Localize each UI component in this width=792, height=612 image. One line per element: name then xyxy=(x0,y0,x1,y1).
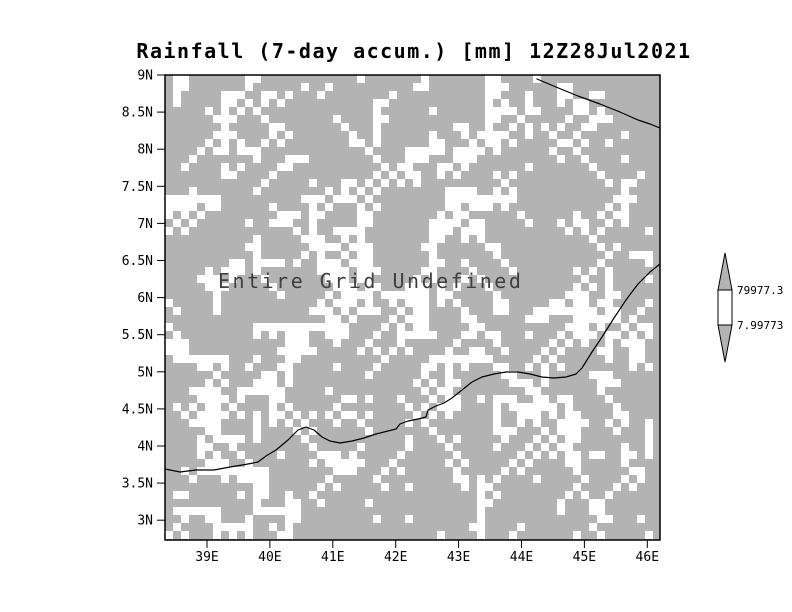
y-axis: 9N 8.5N 8N 7.5N 7N 6.5N 6N 5.5N 5N 4.5N 4N 3.5N 3N xyxy=(122,69,165,529)
y-tick-label: 9N xyxy=(137,69,153,84)
x-tick-label: 41E xyxy=(321,550,344,565)
plot-border xyxy=(164,74,661,541)
colorbar-box xyxy=(717,289,733,326)
x-tick-label: 39E xyxy=(195,550,218,565)
x-tick-label: 45E xyxy=(573,550,596,565)
x-tick-label: 40E xyxy=(258,550,281,565)
y-tick-label: 5N xyxy=(137,365,153,380)
y-tick-label: 3N xyxy=(137,514,153,529)
coastline-lines xyxy=(165,78,660,473)
colorbar-label-top: 79977.3 xyxy=(737,284,783,297)
y-tick-label: 6.5N xyxy=(122,254,153,269)
x-tick-label: 43E xyxy=(447,550,470,565)
plot-title: Rainfall (7-day accum.) [mm] 12Z28Jul202… xyxy=(136,39,691,63)
colorbar: 79977.3 7.99773 xyxy=(717,252,783,363)
y-tick-label: 4N xyxy=(137,440,153,455)
x-tick-label: 44E xyxy=(510,550,533,565)
y-tick-label: 5.5N xyxy=(122,328,153,343)
x-tick-label: 42E xyxy=(384,550,407,565)
y-tick-label: 7.5N xyxy=(122,180,153,195)
colorbar-label-bottom: 7.99773 xyxy=(737,319,783,332)
coastline xyxy=(536,78,660,129)
coastline xyxy=(165,263,660,473)
x-axis: 39E 40E 41E 42E 43E 44E 45E 46E xyxy=(195,540,659,565)
y-tick-label: 7N xyxy=(137,217,153,232)
y-tick-label: 8.5N xyxy=(122,106,153,121)
y-tick-label: 8N xyxy=(137,143,153,158)
undefined-cells-pattern xyxy=(165,75,653,539)
colorbar-arrow-up xyxy=(717,252,733,291)
colorbar-arrow-down xyxy=(717,324,733,363)
x-tick-label: 46E xyxy=(636,550,659,565)
y-tick-label: 4.5N xyxy=(122,402,153,417)
y-tick-label: 3.5N xyxy=(122,477,153,492)
y-tick-label: 6N xyxy=(137,291,153,306)
grid-undefined-text: Entire Grid Undefined xyxy=(218,269,523,293)
